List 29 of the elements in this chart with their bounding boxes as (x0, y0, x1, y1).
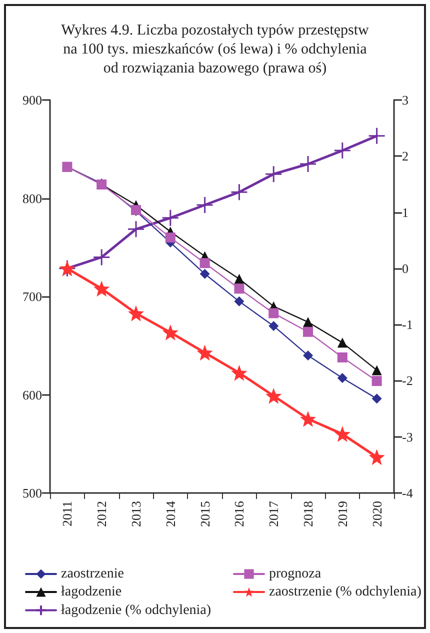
chart-title: Wykres 4.9. Liczba pozostałych typów przestępstw na 100 tys. mieszkańców (oś lewa) i % odchylenia od rozwiązania bazowego (prawa oś) (61, 22, 370, 76)
y-tick-label: 500 (22, 486, 42, 500)
y2-tick-label: 3 (402, 92, 408, 108)
legend-label: łagodzenie (61, 584, 122, 600)
x-tick-label: 2020 (369, 501, 384, 527)
y2-tick-label: -4 (402, 486, 414, 500)
y2-tick-label: 2 (402, 148, 408, 164)
x-tick-label: 2013 (128, 501, 144, 527)
x-tick-label: 2012 (94, 501, 110, 527)
y2-tick-label: 0 (402, 260, 408, 276)
y-tick-label: 900 (22, 92, 42, 108)
x-tick-label: 2017 (266, 500, 282, 527)
legend-label: zaostrzenie (% odchylenia) (269, 584, 422, 600)
x-tick-label: 2016 (232, 500, 247, 527)
x-tick-label: 2014 (162, 500, 178, 527)
y-tick-label: 800 (22, 190, 42, 206)
x-tick-label: 2015 (197, 501, 212, 527)
x-tick-label: 2011 (60, 501, 75, 527)
legend-label: zaostrzenie (61, 566, 124, 582)
y-tick-label: 700 (22, 289, 42, 304)
legend-label: łagodzenie (% odchylenia) (61, 602, 212, 618)
y2-tick-label: -1 (402, 317, 413, 332)
y-tick-label: 600 (22, 387, 42, 402)
y2-tick-label: -3 (402, 429, 413, 444)
x-tick-label: 2018 (300, 501, 316, 527)
legend-label: prognoza (269, 566, 322, 582)
x-tick-label: 2019 (334, 501, 350, 527)
y2-tick-label: -2 (402, 373, 413, 388)
y2-tick-label: 1 (402, 204, 408, 220)
